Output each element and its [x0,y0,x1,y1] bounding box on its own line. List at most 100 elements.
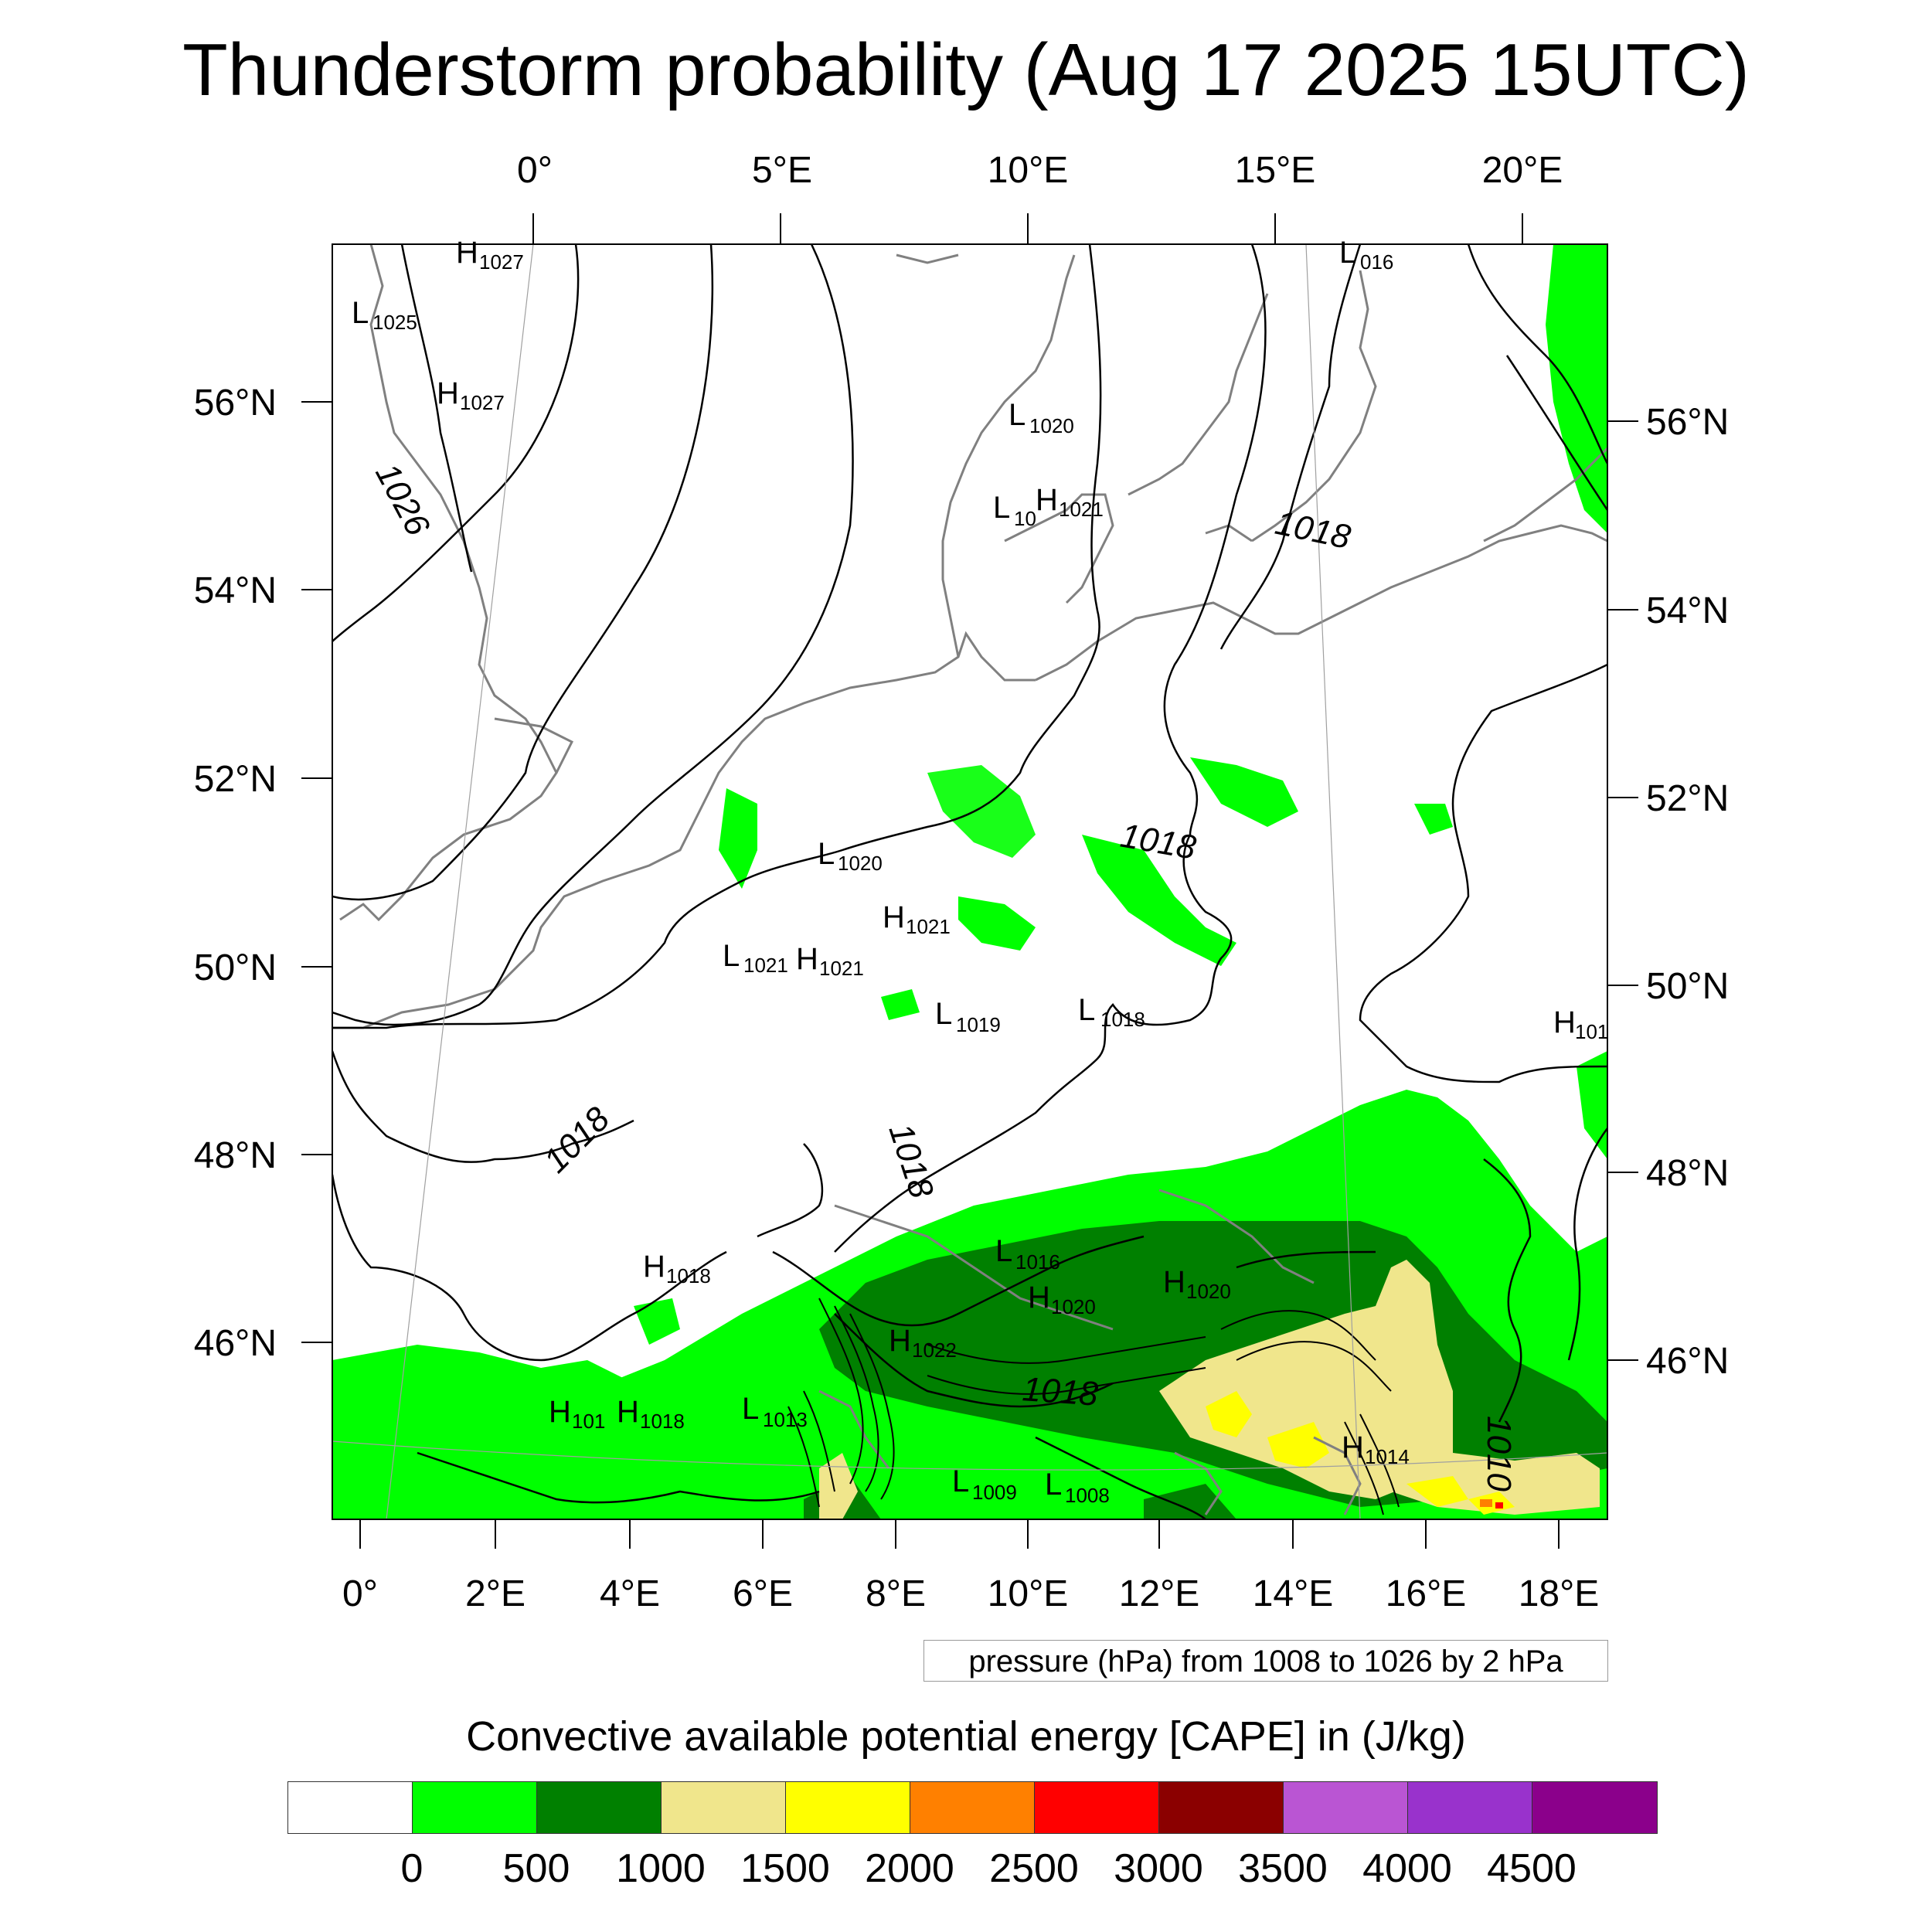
pressure-center-type: H [1028,1281,1050,1315]
pressure-center-value: 10 [1014,507,1036,530]
left-tick-label: 46°N [194,1323,277,1364]
pressure-center-value: 1025 [372,311,417,334]
pressure-center-value: 1014 [1365,1445,1410,1468]
pressure-center-type: H [1036,483,1058,517]
bottom-tick-label: 6°E [733,1573,793,1614]
colorbar-label: 4000 [1362,1846,1452,1891]
pressure-center-type: L [352,296,369,330]
pressure-center-value: 016 [1360,250,1393,274]
pressure-center-value: 1022 [912,1338,957,1362]
pressure-center-type: H [1163,1265,1185,1299]
pressure-center-value: 1016 [1015,1250,1060,1274]
colorbar-label: 1500 [740,1846,830,1891]
pressure-center-value: 1013 [763,1408,808,1431]
left-tick-label: 48°N [194,1135,277,1176]
pressure-center-type: H [617,1395,639,1429]
pressure-center-value: 1027 [460,391,505,414]
top-tick-label: 5°E [752,150,812,191]
bottom-tick-label: 16°E [1386,1573,1467,1614]
colorbar-label: 2500 [989,1846,1079,1891]
bottom-tick-label: 4°E [600,1573,660,1614]
left-tick-label: 52°N [194,759,277,800]
pressure-center-type: H [889,1324,911,1358]
pressure-center-value: 1020 [1051,1295,1096,1318]
pressure-center-value: 1018 [666,1264,711,1287]
top-axis [532,213,1523,244]
bottom-axis [359,1519,1560,1549]
pressure-center-type: L [993,491,1010,525]
bottom-tick-label: 2°E [465,1573,526,1614]
colorbar-swatch [1035,1782,1159,1833]
pressure-center-value: 1021 [1059,498,1104,521]
bottom-tick-label: 18°E [1519,1573,1600,1614]
graticule [332,244,1607,1519]
contour-label: 1010 [1480,1416,1518,1492]
colorbar-label: 4500 [1487,1846,1577,1891]
pressure-center-type: H [1342,1430,1364,1464]
colorbar-label: 0 [400,1846,423,1891]
right-tick-label: 56°N [1646,402,1729,443]
colorbar-swatch [1284,1782,1408,1833]
pressure-center-type: H [456,236,478,270]
pressure-center-type: H [549,1395,571,1429]
colorbar-swatch [786,1782,910,1833]
contour-label: 1018 [1021,1370,1100,1413]
bottom-tick-label: 10°E [988,1573,1069,1614]
pressure-center-type: L [935,997,952,1031]
left-tick-label: 50°N [194,947,277,988]
bottom-tick-label: 12°E [1119,1573,1200,1614]
left-tick-label: 54°N [194,570,277,611]
left-tick-label: 56°N [194,383,277,423]
colorbar-swatch [1532,1782,1657,1833]
colorbar-label: 3500 [1238,1846,1328,1891]
pressure-center-value: 1018 [1100,1008,1145,1031]
pressure-center-value: 1021 [819,957,864,980]
right-tick-label: 50°N [1646,966,1729,1007]
pressure-centers: H L H L L L H L H L H L L H H L H H H H … [352,236,1608,1507]
bottom-tick-label: 8°E [866,1573,926,1614]
colorbar-swatch [1159,1782,1284,1833]
pressure-center-type: L [1339,236,1356,270]
pressure-center-value: 1020 [838,852,883,875]
colorbar-swatch [288,1782,413,1833]
left-axis [301,401,332,1343]
right-tick-label: 52°N [1646,778,1729,819]
colorbar-swatch [537,1782,662,1833]
pressure-center-value: 1008 [1065,1484,1110,1507]
colorbar-swatch [910,1782,1035,1833]
pressure-center-value: 1018 [640,1410,685,1433]
top-tick-label: 0° [517,150,553,191]
pressure-center-value: 1020 [1029,414,1074,437]
coastlines [332,244,1607,1515]
colorbar-label: 1000 [616,1846,706,1891]
colorbar-label: 3000 [1114,1846,1203,1891]
bottom-tick-label: 14°E [1253,1573,1334,1614]
pressure-center-value: 1009 [972,1481,1017,1504]
cape-fill-1500-2000 [1206,1391,1515,1515]
colorbar-swatch [1408,1782,1532,1833]
colorbar-swatch [413,1782,537,1833]
bottom-tick-label: 0° [342,1573,378,1614]
colorbar [287,1781,1658,1834]
pressure-center-type: H [437,376,459,410]
pressure-center-type: L [1045,1468,1062,1502]
chart-title: Thunderstorm probability (Aug 17 2025 15… [182,29,1750,111]
cape-fill-2000-plus [1480,1499,1503,1509]
pressure-center-type: L [723,939,740,973]
pressure-center-type: L [742,1392,759,1426]
pressure-center-value: 1020 [1186,1280,1231,1303]
pressure-contour-note: pressure (hPa) from 1008 to 1026 by 2 hP… [923,1640,1608,1682]
pressure-center-value: 1027 [479,250,524,274]
right-tick-label: 48°N [1646,1153,1729,1194]
pressure-center-type: L [818,837,835,871]
pressure-center-type: L [995,1234,1012,1268]
pressure-center-type: L [1078,993,1095,1027]
right-axis [1607,420,1638,1361]
pressure-center-type: L [952,1464,969,1498]
pressure-center-type: H [796,942,818,976]
pressure-center-value: 1021 [743,954,788,977]
top-tick-label: 20°E [1482,150,1563,191]
right-tick-label: 46°N [1646,1341,1729,1382]
top-tick-label: 15°E [1235,150,1316,191]
